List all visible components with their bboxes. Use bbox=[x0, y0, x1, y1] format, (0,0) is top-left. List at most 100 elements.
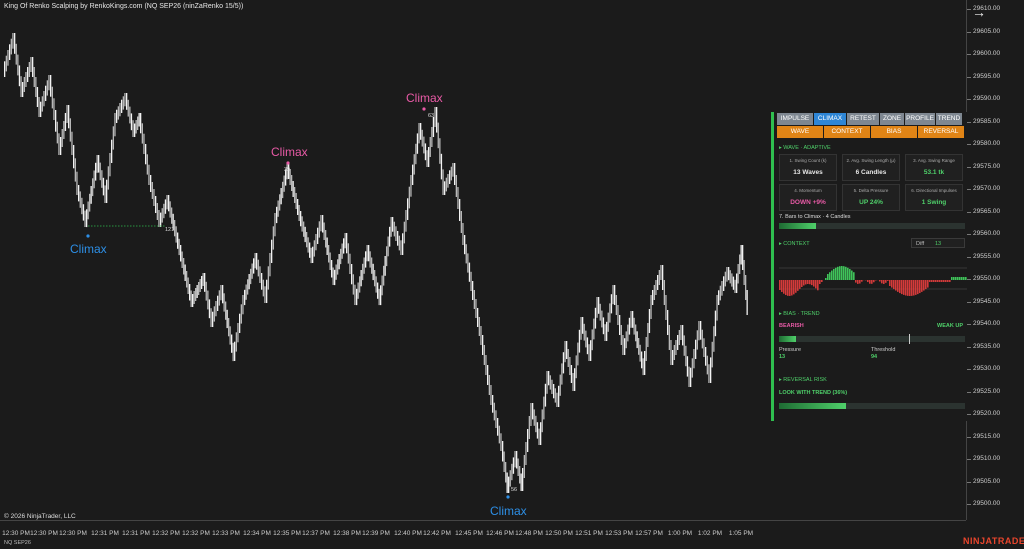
renko-brick bbox=[407, 198, 408, 220]
renko-brick bbox=[55, 110, 56, 132]
renko-brick bbox=[137, 117, 138, 131]
renko-brick bbox=[382, 276, 383, 296]
renko-brick bbox=[452, 163, 453, 177]
renko-brick bbox=[436, 107, 437, 133]
tab-zone[interactable]: ZONE bbox=[880, 113, 904, 125]
renko-brick bbox=[311, 248, 312, 263]
renko-brick bbox=[165, 199, 166, 213]
renko-brick bbox=[376, 276, 377, 292]
renko-brick bbox=[373, 264, 374, 280]
tab-impulse[interactable]: IMPULSE bbox=[777, 113, 813, 125]
renko-brick bbox=[405, 210, 406, 232]
renko-brick bbox=[545, 384, 546, 407]
renko-brick bbox=[604, 324, 605, 341]
tab-trend[interactable]: TREND bbox=[936, 113, 962, 125]
renko-brick bbox=[608, 313, 609, 332]
renko-brick bbox=[439, 138, 440, 164]
renko-brick bbox=[145, 144, 146, 164]
renko-brick bbox=[95, 163, 96, 181]
renko-brick bbox=[511, 464, 512, 480]
renko-brick bbox=[176, 226, 177, 242]
renko-brick bbox=[174, 220, 175, 236]
renko-brick bbox=[192, 294, 193, 307]
renko-brick bbox=[733, 277, 734, 290]
renko-brick bbox=[200, 279, 201, 292]
instrument-label: NQ SEP26 bbox=[4, 540, 31, 546]
renko-brick bbox=[264, 286, 265, 303]
stat-value: 53.1 tk bbox=[906, 169, 962, 176]
renko-brick bbox=[106, 180, 107, 203]
renko-brick bbox=[480, 326, 481, 345]
renko-brick bbox=[224, 293, 225, 311]
renko-brick bbox=[377, 283, 378, 299]
tab-retest[interactable]: RETEST bbox=[847, 113, 879, 125]
time-tick-label: 12:48 PM bbox=[515, 530, 543, 537]
renko-brick bbox=[11, 39, 12, 55]
renko-brick bbox=[331, 260, 332, 278]
price-tick-label: 29595.00 bbox=[973, 73, 1000, 80]
renko-brick bbox=[136, 120, 137, 134]
renko-brick bbox=[569, 357, 570, 375]
renko-brick bbox=[576, 355, 577, 378]
renko-brick bbox=[29, 62, 30, 77]
renko-brick bbox=[522, 468, 523, 491]
renko-brick bbox=[397, 231, 398, 246]
renko-brick bbox=[563, 352, 564, 373]
time-tick-label: 12:30 PM bbox=[59, 530, 87, 537]
price-tick-label: 29540.00 bbox=[973, 320, 1000, 327]
renko-brick bbox=[662, 265, 663, 290]
renko-brick bbox=[514, 451, 515, 467]
renko-brick bbox=[399, 236, 400, 251]
renko-brick bbox=[739, 255, 740, 275]
renko-brick bbox=[438, 123, 439, 149]
renko-brick bbox=[84, 211, 85, 227]
bias-fill bbox=[779, 336, 796, 342]
renko-brick bbox=[170, 201, 171, 217]
renko-brick bbox=[119, 103, 120, 116]
renko-brick bbox=[721, 281, 722, 296]
renko-brick bbox=[454, 163, 455, 185]
renko-brick bbox=[600, 304, 601, 321]
renko-brick bbox=[236, 332, 237, 351]
renko-brick bbox=[632, 311, 633, 328]
renko-brick bbox=[415, 144, 416, 164]
diff-box: Diff 13 bbox=[911, 238, 965, 248]
renko-brick bbox=[266, 280, 267, 303]
renko-brick bbox=[425, 143, 426, 160]
tab-context[interactable]: CONTEXT bbox=[824, 126, 870, 138]
climax-label: Climax bbox=[490, 504, 527, 518]
renko-brick bbox=[206, 282, 207, 301]
renko-brick bbox=[624, 338, 625, 355]
tab-profile[interactable]: PROFILE bbox=[905, 113, 935, 125]
tab-climax[interactable]: CLIMAX bbox=[814, 113, 846, 125]
time-tick-label: 12:45 PM bbox=[455, 530, 483, 537]
renko-brick bbox=[126, 93, 127, 110]
tab-reversal[interactable]: REVERSAL bbox=[918, 126, 964, 138]
renko-brick bbox=[114, 113, 115, 136]
tab-bias[interactable]: BIAS bbox=[871, 126, 917, 138]
renko-brick bbox=[457, 187, 458, 209]
renko-brick bbox=[677, 335, 678, 350]
renko-brick bbox=[203, 273, 204, 286]
renko-brick bbox=[80, 191, 81, 207]
renko-brick bbox=[185, 265, 186, 282]
tab-wave[interactable]: WAVE bbox=[777, 126, 823, 138]
bias-section-title: ▸ BIAS · TREND bbox=[779, 311, 820, 317]
renko-brick bbox=[446, 178, 447, 192]
renko-brick bbox=[550, 375, 551, 389]
renko-brick bbox=[256, 253, 257, 270]
renko-brick bbox=[644, 351, 645, 375]
renko-brick bbox=[669, 325, 670, 350]
price-tick-label: 29585.00 bbox=[973, 118, 1000, 125]
renko-brick bbox=[268, 266, 269, 289]
renko-brick bbox=[168, 195, 169, 211]
renko-brick bbox=[214, 306, 215, 321]
renko-brick bbox=[538, 429, 539, 445]
renko-brick bbox=[343, 238, 344, 253]
renko-brick bbox=[700, 321, 701, 340]
renko-brick bbox=[542, 409, 543, 432]
